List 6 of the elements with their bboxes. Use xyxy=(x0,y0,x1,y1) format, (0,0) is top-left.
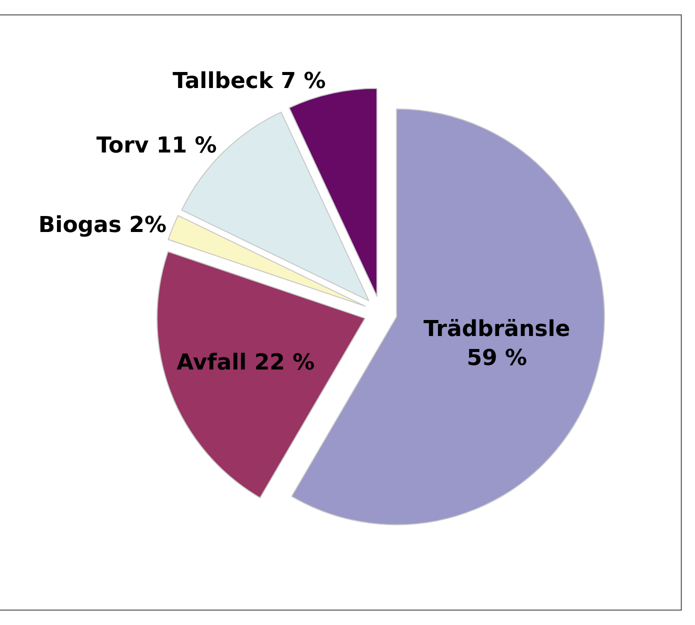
slice-label: Trädbränsle xyxy=(424,317,570,342)
slice-label: Torv 11 % xyxy=(96,134,217,159)
slice-label: Biogas 2% xyxy=(38,213,167,238)
slice-label: Avfall 22 % xyxy=(176,350,315,376)
slice-label: Tallbeck 7 % xyxy=(172,68,326,94)
data-label: 59 % xyxy=(466,346,528,371)
